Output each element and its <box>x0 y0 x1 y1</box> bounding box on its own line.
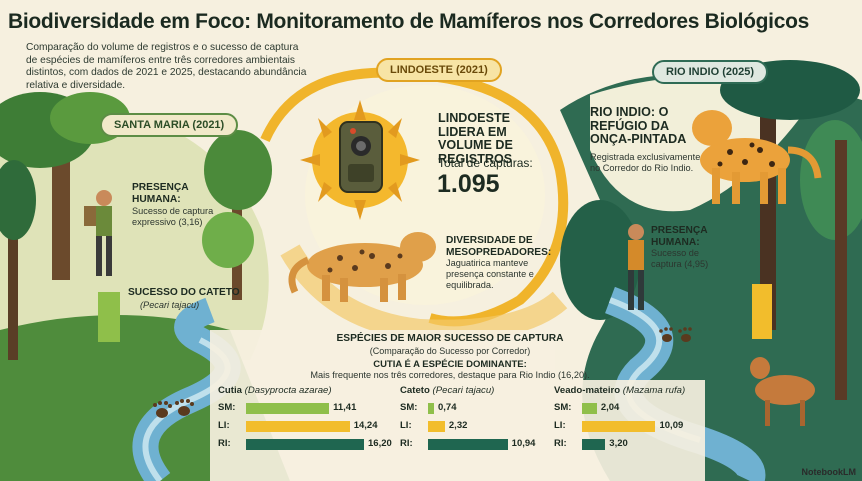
chart-highlight-text: Mais frequente nos três corredores, dest… <box>310 370 590 380</box>
species-name: Cutia <box>218 385 245 396</box>
bar-category-label: LI: <box>218 420 230 431</box>
page-title: Biodiversidade em Foco: Monitoramento de… <box>8 10 809 33</box>
bar <box>428 439 508 450</box>
bar-category-label: RI: <box>400 438 413 449</box>
paw-print-icon <box>659 327 692 342</box>
jaguar-illustration <box>692 110 822 204</box>
bar <box>428 421 445 432</box>
bar-category-label: RI: <box>554 438 567 449</box>
bar <box>582 403 597 414</box>
species-panel-title: Veado-mateiro (Mazama rufa) <box>554 385 685 396</box>
brand-label: NotebookLM <box>801 467 857 477</box>
sm-presence-title: PRESENÇA HUMANA: <box>132 182 189 205</box>
species-panel-title: Cutia (Dasyprocta azarae) <box>218 385 332 396</box>
species-scientific-name: (Pecari tajacu) <box>432 385 495 396</box>
ri-refuge-text: Registrada exclusivamente no Corredor do… <box>590 152 701 173</box>
sm-marker-bar <box>98 292 120 342</box>
li-meso-text: Jaguatirica manteve presença constante e… <box>446 258 534 290</box>
bar-value-label: 10,09 <box>659 420 684 431</box>
bar-category-label: SM: <box>400 402 418 413</box>
gold-swirl <box>260 67 569 327</box>
li-lead-title: LINDOESTE LIDERA EM VOLUME DE REGISTROS <box>438 111 513 166</box>
bar <box>246 421 350 432</box>
sm-cateto-species: (Pecari tajacu) <box>140 300 200 310</box>
corridor-label-rio-indio: RIO INDIO (2025) <box>652 60 769 84</box>
bar-category-label: SM: <box>218 402 236 413</box>
bar-value-label: 10,94 <box>511 438 536 449</box>
bar-value-label: 3,20 <box>609 438 628 449</box>
bar <box>246 403 330 414</box>
species-panel-title: Cateto (Pecari tajacu) <box>400 385 494 396</box>
corridor-label-santa-maria: SANTA MARIA (2021) <box>100 113 239 137</box>
bar <box>428 403 434 414</box>
bar-value-label: 16,20 <box>368 438 392 449</box>
bar-value-label: 2,32 <box>448 420 468 431</box>
bar-value-label: 0,74 <box>438 402 457 413</box>
sm-cateto-title: SUCESSO DO CATETO <box>128 287 240 298</box>
bar-category-label: LI: <box>554 420 566 431</box>
ocelot-illustration <box>288 232 436 302</box>
bar <box>582 421 656 432</box>
species-scientific-name: (Dasyprocta azarae) <box>244 385 332 396</box>
chart-title: ESPÉCIES DE MAIOR SUCESSO DE CAPTURA <box>336 333 564 344</box>
corridor-label-lindoeste: LINDOESTE (2021) <box>376 58 502 82</box>
deer-illustration <box>750 357 815 426</box>
ri-presence-text: Sucesso de captura (4,95) <box>651 248 709 269</box>
researcher-illustration <box>84 190 112 276</box>
bar-category-label: SM: <box>554 402 572 413</box>
bar-category-label: LI: <box>400 420 412 431</box>
species-scientific-name: (Mazama rufa) <box>622 385 686 396</box>
researcher-illustration <box>628 224 644 310</box>
chart-highlight-title: CUTIA É A ESPÉCIE DOMINANTE: <box>373 359 527 370</box>
camera-trap-icon <box>300 100 420 220</box>
bar-value-label: 2,04 <box>600 402 620 413</box>
ri-refuge-title: RIO INDIO: O REFÚGIO DA ONÇA-PINTADA <box>590 105 687 146</box>
page-subtitle: Comparação do volume de registros e o su… <box>26 42 307 91</box>
li-total-value: 1.095 <box>437 170 500 198</box>
ri-presence-title: PRESENÇA HUMANA: <box>651 225 708 248</box>
species-name: Cateto <box>400 385 433 396</box>
sm-presence-text: Sucesso de captura expressivo (3,16) <box>132 206 214 227</box>
bar <box>582 439 606 450</box>
tree-trunk <box>52 150 70 280</box>
ri-marker-bar <box>752 284 772 339</box>
bar <box>246 439 364 450</box>
chart-subtitle: (Comparação do Sucesso por Corredor) <box>369 346 531 356</box>
bar-category-label: RI: <box>218 438 231 449</box>
bar-value-label: 11,41 <box>333 402 357 413</box>
species-name: Veado-mateiro <box>554 385 623 396</box>
li-total-label: Total de capturas: <box>438 156 533 170</box>
paw-print-icon <box>153 399 194 418</box>
li-meso-title: DIVERSIDADE DE MESOPREDADORES: <box>446 235 552 258</box>
bar-value-label: 14,24 <box>353 420 378 431</box>
